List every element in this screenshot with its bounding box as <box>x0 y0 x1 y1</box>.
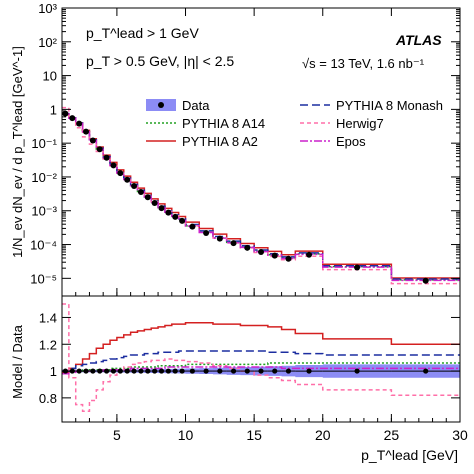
top-y-tick-label: 10⁻³ <box>31 204 57 219</box>
top-panel <box>62 106 460 285</box>
top-y-tick-label: 10² <box>38 35 57 50</box>
data-point <box>69 115 76 122</box>
data-point <box>165 209 172 216</box>
ratio-line-pythia-8-a2 <box>62 322 460 374</box>
data-point <box>189 223 196 230</box>
data-point <box>285 255 292 262</box>
legend: Data PYTHIA 8 A14 PYTHIA 8 A2 PYTHIA 8 Mona… <box>146 98 443 149</box>
ratio-y-tick-label: 1.2 <box>39 337 57 352</box>
legend-label: Epos <box>336 134 366 149</box>
top-y-tick-label: 1 <box>50 102 57 117</box>
data-point <box>83 128 90 135</box>
ratio-panel-frame <box>61 295 461 423</box>
legend-label: PYTHIA 8 A2 <box>182 134 258 149</box>
data-point <box>137 188 144 195</box>
ratio-y-tick-label: 1 <box>50 364 57 379</box>
cut-label-lead: p_T^lead > 1 GeV <box>86 25 199 41</box>
energy-label: √s = 13 TeV, 1.6 nb⁻¹ <box>302 56 425 71</box>
data-point <box>89 137 96 144</box>
x-tick-label: 20 <box>315 427 331 443</box>
series-line-herwig7 <box>62 106 460 285</box>
top-y-tick-label: 10⁻¹ <box>31 136 57 151</box>
legend-label: PYTHIA 8 A14 <box>182 116 265 131</box>
data-point <box>271 252 278 259</box>
data-point <box>62 110 69 117</box>
legend-data-marker <box>158 102 164 108</box>
data-point <box>110 162 117 169</box>
data-point <box>244 244 251 251</box>
top-y-axis-label: 1/N_ev dN_ev / d p_T^lead [GeV^-1] <box>10 46 25 258</box>
data-point <box>179 217 186 224</box>
data-point <box>216 235 223 242</box>
atlas-label: ATLAS <box>395 32 442 48</box>
data-point <box>96 146 103 153</box>
ratio-y-tick-label: 0.8 <box>39 391 57 406</box>
top-y-tick-label: 10⁻² <box>31 170 57 185</box>
ratio-line-pythia-8-a14 <box>62 362 460 372</box>
cut-label-track: p_T > 0.5 GeV, |η| < 2.5 <box>86 53 234 69</box>
data-point <box>203 229 210 236</box>
legend-label: PYTHIA 8 Monash <box>336 98 443 113</box>
data-point <box>103 154 110 161</box>
legend-label: Herwig7 <box>336 116 384 131</box>
data-point <box>422 277 429 284</box>
data-point <box>144 194 151 201</box>
ratio-y-tick-label: 1.4 <box>39 310 57 325</box>
x-tick-label: 25 <box>384 427 400 443</box>
x-tick-label: 10 <box>178 427 194 443</box>
data-point <box>172 213 179 220</box>
x-tick-label: 15 <box>246 427 262 443</box>
legend-label: Data <box>182 98 210 113</box>
data-point <box>76 120 83 127</box>
ratio-line-pythia-8-monash <box>62 350 460 372</box>
data-point <box>124 176 131 183</box>
data-point <box>258 249 264 256</box>
data-point <box>151 199 158 206</box>
top-y-tick-label: 10⁻⁴ <box>30 238 57 253</box>
data-point <box>131 182 138 189</box>
top-y-tick-label: 10⁻⁵ <box>30 271 57 286</box>
ratio-y-axis-label: Model / Data <box>10 324 25 398</box>
ratio-line-herwig7 <box>62 303 460 413</box>
ratio-panel <box>62 303 460 413</box>
data-point <box>354 264 361 271</box>
x-tick-label: 5 <box>113 427 121 443</box>
series-line-epos <box>62 113 460 282</box>
data-point <box>158 205 165 212</box>
top-y-tick-label: 10³ <box>38 1 57 16</box>
x-tick-label: 30 <box>452 427 468 443</box>
top-y-tick-label: 10 <box>43 69 57 84</box>
data-point <box>306 251 313 258</box>
x-axis-label: p_T^lead [GeV] <box>361 447 458 463</box>
data-point <box>230 240 237 247</box>
data-point <box>117 170 124 177</box>
